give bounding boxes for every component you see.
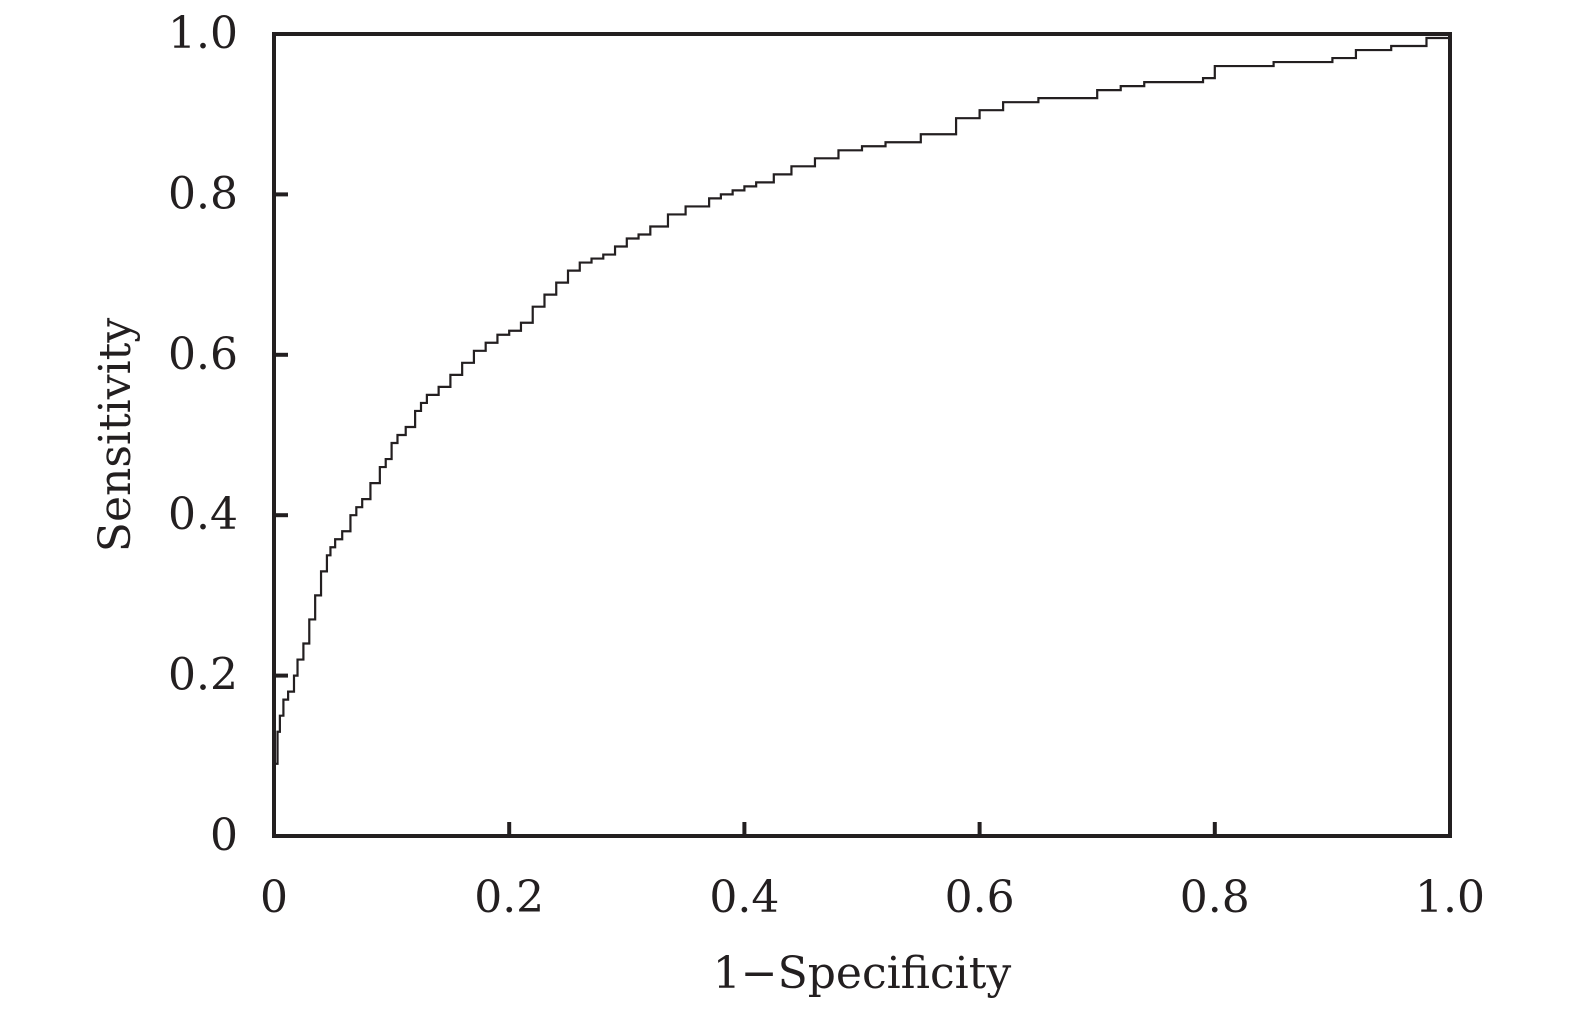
y-tick-label: 1.0 xyxy=(168,8,238,59)
y-tick-label: 0 xyxy=(210,810,238,861)
y-tick-label: 0.2 xyxy=(168,650,238,701)
y-tick-label: 0.6 xyxy=(168,329,238,380)
x-tick-label: 1.0 xyxy=(1415,872,1485,923)
y-axis-label: Sensitivity xyxy=(90,318,141,553)
x-tick-label: 0.4 xyxy=(709,872,779,923)
y-tick-label: 0.8 xyxy=(168,168,238,219)
x-tick-label: 0.6 xyxy=(945,872,1015,923)
x-tick-label: 0.8 xyxy=(1180,872,1250,923)
y-axis-ticks: 0 0.2 0.4 0.6 0.8 1.0 xyxy=(168,8,288,861)
x-tick-label: 0.2 xyxy=(474,872,544,923)
x-axis-ticks: 0 0.2 0.4 0.6 0.8 1.0 xyxy=(260,822,1485,923)
roc-curve-line xyxy=(274,34,1452,765)
x-tick-label: 0 xyxy=(260,872,288,923)
x-axis-label: 1−Specificity xyxy=(713,948,1012,999)
y-tick-label: 0.4 xyxy=(168,489,238,540)
plot-frame xyxy=(272,32,1452,838)
